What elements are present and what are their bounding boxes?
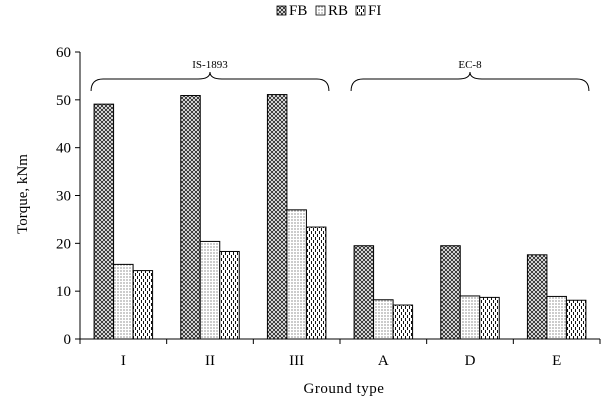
y-tick-label: 60: [56, 45, 71, 61]
x-tick-label: A: [378, 353, 389, 369]
bar-fb: [353, 245, 375, 340]
bar-rb: [286, 209, 307, 340]
annotation-label: EC-8: [458, 59, 482, 71]
annotation-brace: [350, 71, 590, 92]
y-tick-label: 10: [56, 284, 71, 300]
y-tick-label: 50: [56, 93, 71, 109]
annotation-label: IS-1893: [192, 59, 228, 71]
y-tick-label: 30: [56, 189, 71, 205]
bar-fi: [392, 304, 414, 340]
x-tick-label: II: [205, 353, 215, 369]
bar-fi: [219, 250, 240, 340]
bar-fi: [565, 299, 587, 340]
x-axis-title: Ground type: [304, 381, 385, 397]
legend-swatch-rb: [315, 5, 326, 16]
group-annotations: IS-1893 EC-8: [90, 59, 590, 92]
y-tick-label: 0: [64, 332, 72, 348]
bar-fi: [132, 270, 154, 340]
bar-rb: [113, 263, 134, 340]
x-tick-label: D: [465, 353, 476, 369]
legend-swatch-fi: [355, 5, 366, 16]
x-tick-label: I: [121, 353, 126, 369]
bar-fi: [305, 226, 327, 340]
bar-rb: [459, 295, 481, 340]
bars: [93, 94, 587, 340]
bar-rb: [546, 295, 567, 340]
x-tick-label: E: [552, 353, 561, 369]
legend-label-fi: FI: [368, 3, 381, 19]
bar-fb: [93, 103, 115, 340]
annotation-brace: [90, 71, 330, 92]
y-axis-title: Torque, kNm: [15, 154, 31, 234]
x-tick-label: III: [289, 353, 304, 369]
bar-fb: [526, 254, 548, 340]
bar-fi: [479, 296, 500, 340]
bar-fb: [440, 245, 461, 340]
bar-fb: [180, 95, 201, 340]
legend-label-fb: FB: [289, 3, 307, 19]
bar-rb: [199, 240, 221, 340]
bar-rb: [373, 299, 394, 340]
y-tick-label: 20: [56, 236, 71, 252]
y-tick-label: 40: [56, 141, 71, 157]
legend: FB RB FI: [276, 3, 381, 19]
bar-fb: [266, 94, 288, 340]
legend-label-rb: RB: [328, 3, 348, 19]
legend-swatch-fb: [276, 5, 287, 16]
